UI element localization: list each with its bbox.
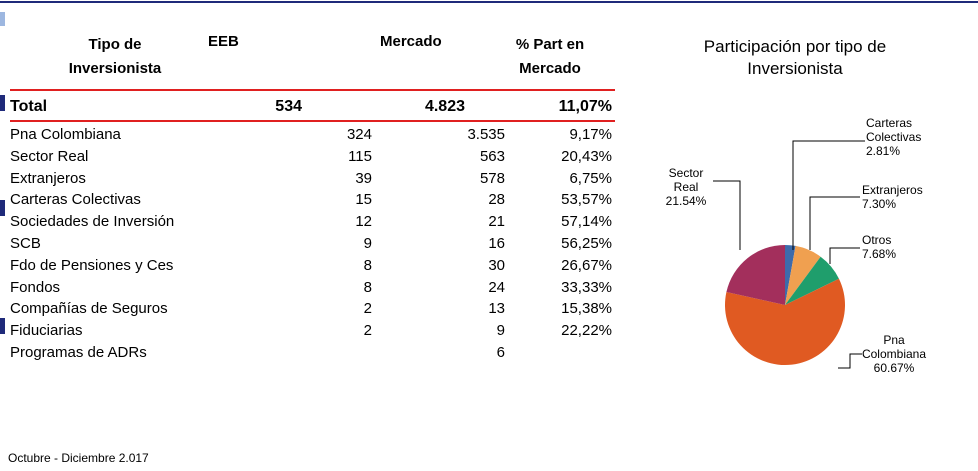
table-cell: 13 [488,300,505,318]
table-cell: Carteras Colectivas [10,191,141,209]
table-cell: 6,75% [569,169,612,187]
table-cell: 2 [363,322,372,340]
total-cell: 4.823 [424,98,465,115]
slice-value: 21.54% [665,194,707,208]
slice-label: Extranjeros [862,183,923,197]
slice-value: 60.67% [873,361,915,375]
leader-line [792,140,865,250]
table-cell: 9,17% [569,126,612,143]
table-cell: SCB [10,235,41,252]
pie-slice [785,245,821,305]
table-cell: 115 [348,147,372,165]
footer: Octubre - Diciembre 2.017 [8,451,149,465]
table-cell: 26,67% [561,256,612,274]
table-cell: Pna Colombiana [10,126,121,143]
pie-slice [785,256,839,305]
table-cell: 578 [479,169,505,187]
pie-slice [725,278,845,366]
table-cell: Fondos [10,278,61,296]
header-cell: Tipo de Inversionista [68,36,162,77]
header-cell: EEB [208,33,239,50]
slice-label: Otros [862,233,892,247]
header-cell: Mercado [380,33,442,50]
leader-line [809,196,860,250]
table-cell: 324 [346,126,372,143]
table-cell: 6 [496,344,505,361]
edge-mark [0,95,5,111]
leader-line [829,247,860,264]
table-cell: 24 [488,278,505,296]
table-cell: 563 [479,147,505,165]
slice-label: Pna Colombiana [861,333,927,361]
table-cell: 22,22% [561,322,612,340]
slice-value: 7.68% [862,247,897,261]
table-cell: 28 [488,191,505,209]
table-cell: 2 [363,300,372,318]
table-cell: 15,38% [561,300,612,318]
table-cell: 30 [488,256,505,274]
table-cell: Extranjeros [10,169,86,187]
table-cell: Fdo de Pensiones y Ces [10,256,174,274]
table-cell: 9 [363,235,372,252]
table-cell: 56,25% [561,235,612,252]
table-cell: 53,57% [561,191,612,209]
table-cell: 39 [355,169,372,187]
table-cell: 12 [355,213,372,231]
edge-mark [0,318,5,334]
table-cell: Sociedades de Inversión [10,213,175,231]
leader-line [713,180,741,250]
table-cell: 16 [488,235,505,252]
table-cell: 15 [355,191,372,209]
slice-value: 7.30% [862,197,897,211]
table-cell: Programas de ADRs [10,344,147,361]
table-cell: Compañías de Seguros [10,300,168,318]
header-cell: % Part en Mercado [515,36,585,77]
pie-slice [726,245,785,305]
table-cell: 3.535 [467,126,505,143]
table-cell: Fiduciarias [10,322,83,340]
table-cell: 8 [363,278,372,296]
leader-line [838,353,862,369]
edge-mark [0,200,5,216]
total-cell: 534 [275,98,302,115]
pie-slice [785,245,796,305]
table-cell: 57,14% [561,213,612,231]
slice-label: Sector Real [668,166,704,194]
total-cell: 11,07% [558,98,612,115]
total-cell: Total [10,98,48,115]
chart-title: Participación por tipo de Inversionista [703,37,887,78]
slice-label: Carteras Colectivas [866,116,922,144]
table-cell: 21 [488,213,505,231]
table-cell: 20,43% [561,147,612,165]
table-cell: 9 [496,322,505,340]
table-cell: 33,33% [561,278,612,296]
edge-mark [0,12,5,26]
table-cell: 8 [363,256,372,274]
slice-value: 2.81% [866,144,901,158]
table-cell: Sector Real [10,147,89,165]
